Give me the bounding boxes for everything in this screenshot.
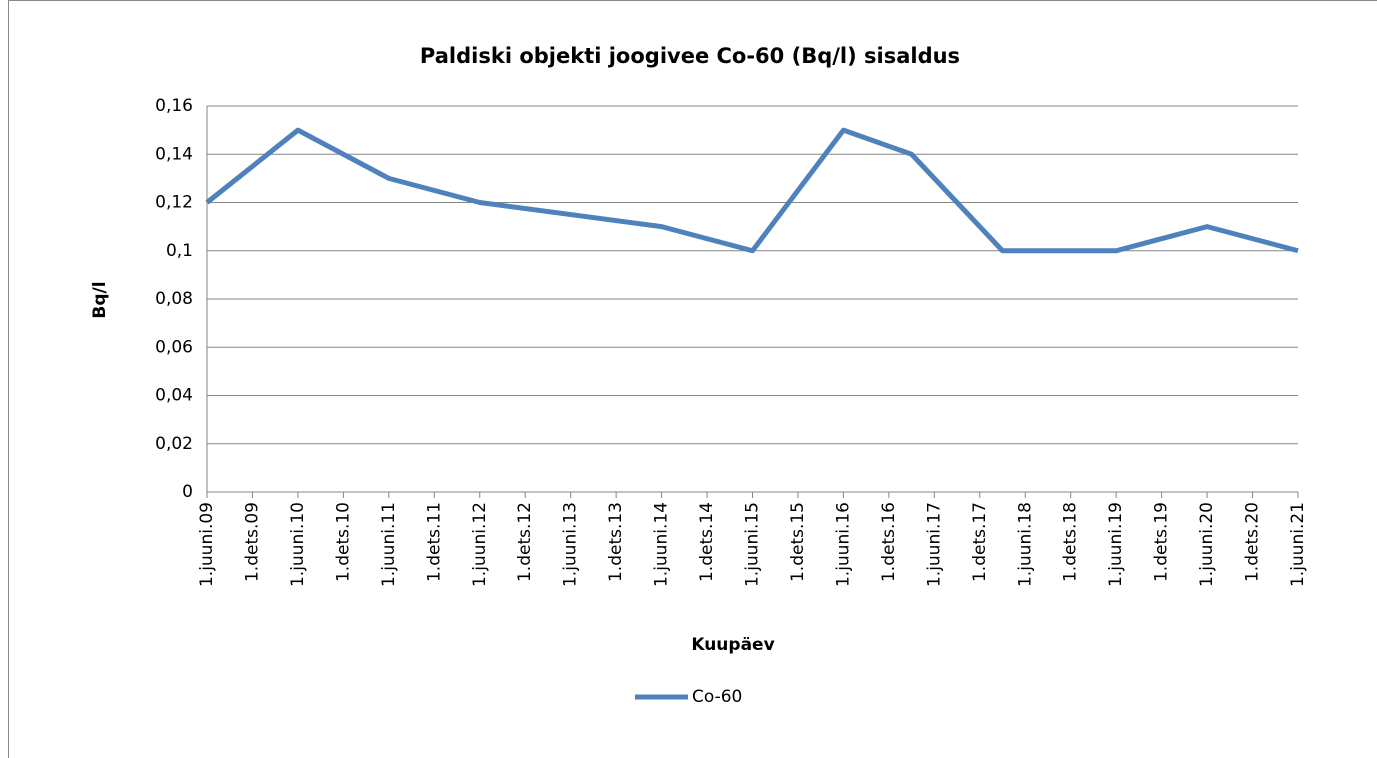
x-axis-label: Kuupäev [691, 635, 774, 655]
x-tick-label: 1.juuni.11 [379, 502, 399, 587]
y-axis-label: Bq/l [90, 281, 110, 318]
x-tick-label: 1.juuni.15 [743, 502, 763, 587]
x-tick-label: 1.dets.15 [788, 502, 808, 582]
x-tick-label: 1.dets.10 [333, 502, 353, 582]
x-tick-label: 1.dets.20 [1243, 502, 1263, 582]
x-tick-label: 1.dets.16 [879, 502, 899, 582]
x-tick-label: 1.dets.12 [515, 502, 535, 582]
x-tick-label: 1.juuni.13 [561, 502, 581, 587]
y-tick-label: 0,1 [166, 241, 193, 261]
data-line [205, 127, 1299, 254]
x-tick-label: 1.juuni.10 [288, 502, 308, 587]
x-tick-label: 1.dets.09 [242, 502, 262, 582]
x-tick-label: 1.dets.13 [606, 502, 626, 582]
x-tick-label: 1.juuni.09 [197, 502, 217, 587]
x-tick-label: 1.dets.14 [697, 502, 717, 582]
y-tick-label: 0,06 [155, 337, 193, 357]
y-tick-label: 0,02 [155, 434, 193, 454]
x-tick-label: 1.juuni.16 [833, 502, 853, 587]
x-tick-label: 1.juuni.18 [1015, 502, 1035, 587]
x-tick-label: 1.dets.17 [970, 502, 990, 582]
y-tick-label: 0,04 [155, 386, 193, 406]
x-tick-label: 1.juuni.21 [1288, 502, 1308, 587]
y-tick-label: 0,12 [155, 193, 193, 213]
x-tick-label: 1.dets.11 [424, 502, 444, 582]
x-tick-label: 1.juuni.12 [470, 502, 490, 587]
x-tick-label: 1.dets.19 [1152, 502, 1172, 582]
x-tick-label: 1.juuni.14 [652, 502, 672, 587]
chart-title: Paldiski objekti joogivee Co-60 (Bq/l) s… [420, 44, 960, 68]
x-tick-label: 1.dets.18 [1061, 502, 1081, 582]
x-tick-label: 1.juuni.17 [924, 502, 944, 587]
y-tick-label: 0,14 [155, 144, 193, 164]
x-tick-label: 1.juuni.19 [1106, 502, 1126, 587]
legend-label: Co-60 [692, 687, 742, 707]
y-tick-label: 0 [182, 482, 193, 502]
y-tick-label: 0,08 [155, 289, 193, 309]
y-tick-label: 0,16 [155, 96, 193, 116]
x-tick-label: 1.juuni.20 [1197, 502, 1217, 587]
